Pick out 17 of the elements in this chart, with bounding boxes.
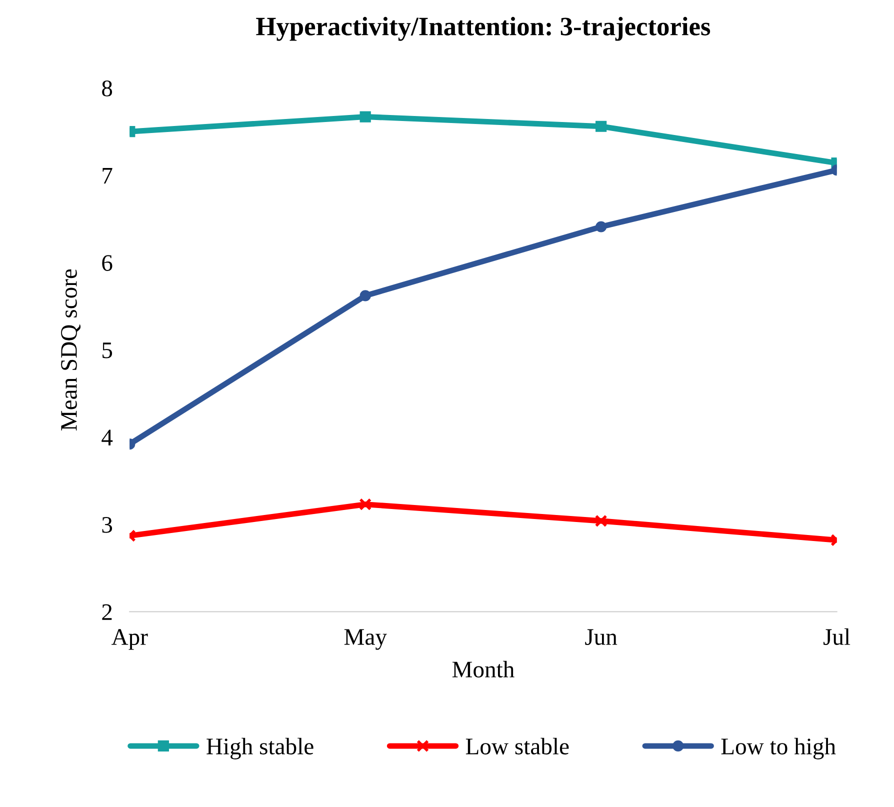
y-tick-label: 5	[102, 342, 112, 358]
y-tick-label: 6	[102, 255, 112, 271]
y-tick-label: 7	[102, 168, 112, 184]
y-tick-label: 2	[102, 604, 112, 620]
y-tick-label: 8	[102, 80, 112, 96]
x-tick-label: Jul	[824, 628, 850, 645]
y-tick-label: 3	[102, 516, 112, 533]
chart-title: Hyperactivity/Inattention: 3-trajectories	[256, 16, 710, 41]
y-tick-label: 4	[102, 430, 113, 446]
x-tick-label: Apr	[112, 629, 148, 650]
legend-label: Low to high	[721, 738, 836, 760]
x-tick-label: May	[344, 629, 387, 650]
legend-label: High stable	[206, 738, 314, 760]
x-axis-title: Month	[452, 660, 514, 678]
x-tick-label: Jun	[585, 629, 618, 645]
y-axis-title: Mean SDQ score	[61, 269, 81, 430]
legend-label: Low stable	[466, 738, 569, 754]
